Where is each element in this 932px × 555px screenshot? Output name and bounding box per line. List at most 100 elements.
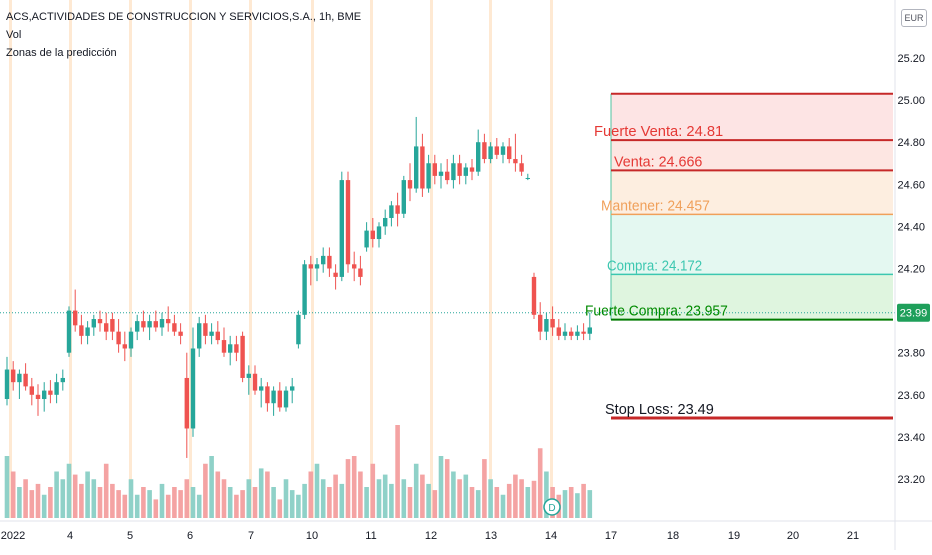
candle-body [190,348,196,429]
candle-body [438,171,444,176]
volume-bar [333,474,338,518]
volume-bar [4,456,10,518]
volume-bar [482,459,487,518]
candle-body [345,180,351,265]
volume-bar [413,463,419,518]
candle [79,314,84,345]
volume-bar [283,479,289,518]
candle-body [97,319,103,324]
candle [240,331,245,383]
volume-bar [209,456,214,518]
candle [23,363,28,391]
candle-body [110,319,115,332]
dividend-marker-circle[interactable] [543,498,561,516]
candle-body [234,344,239,353]
zone-label: Fuerte Compra: 23.957 [585,303,728,320]
candle-body [252,373,258,391]
candle [135,314,140,341]
candle [364,222,369,252]
candle-body [147,321,152,328]
candle [159,312,165,336]
candle-body [451,163,456,181]
candle-body [556,327,561,336]
volume-bar [17,487,22,518]
volume-bar [438,456,444,518]
volume-bar [265,471,270,518]
candle-body [60,377,65,383]
candle-body [135,321,140,332]
volume-bar [271,487,276,518]
volume-bar [296,494,301,518]
candle [445,159,450,185]
volume-bar [79,483,84,518]
volume-bar [525,487,531,518]
volume-bar [389,483,394,518]
candle-body [302,264,307,315]
volume-bar [339,483,345,518]
time-tick-label: 4 [67,530,73,542]
volume-bar [568,487,574,518]
zone-label: Stop Loss: 23.49 [605,401,714,418]
candle-body [85,327,90,336]
candle [116,319,121,353]
candle [122,331,127,362]
zone-label: Venta: 24.666 [614,153,702,170]
candle-body [42,390,47,400]
candle [54,373,59,404]
candle-body [29,386,34,395]
candle-body [271,390,276,404]
candle-body [383,217,388,227]
candles [4,116,592,458]
volume-bar [432,490,438,518]
volume-indicator-label[interactable]: Vol [6,29,22,41]
volume-bar [370,463,376,518]
candle-body [277,390,282,408]
candle [184,352,189,458]
candle-body [166,319,171,324]
candle [482,133,487,164]
currency-badge[interactable]: EUR [901,9,927,27]
prediction-zone-labels: Fuerte Venta: 24.81 Venta: 24.666 Mantener… [585,123,728,418]
candle-body [569,331,574,336]
candle [327,247,332,277]
session-separator [370,0,373,518]
zone-band [611,214,893,275]
volume-bar [444,459,450,518]
session-separators [9,0,553,518]
candle-body [308,264,313,269]
candle [469,159,475,181]
candle-body [259,386,264,391]
volume-bar [72,474,78,518]
prediction-indicator-label[interactable]: Zonas de la predicción [6,47,117,59]
dividend-marker: D [543,498,561,516]
candle-body [395,205,400,214]
candle [544,312,549,341]
volume-bar [234,494,239,518]
volume-bar [122,494,128,518]
time-tick-label: 12 [425,530,437,542]
candle-body [11,369,16,383]
candle [42,382,47,412]
candle [141,310,146,332]
candle-body [314,264,320,269]
candle-body [296,314,301,345]
volume-bar [147,490,152,518]
volume-bar [10,471,16,518]
volume-bar [351,456,357,518]
volume-bar [48,487,53,518]
candle-body [159,319,165,328]
volume-bar [500,494,506,518]
candle-body [531,276,537,315]
candle [104,312,109,341]
volume-bar [401,479,407,518]
dividend-marker-label: D [548,503,555,514]
volume-bar [513,474,518,518]
candle-body [209,331,214,336]
time-tick-label: 6 [187,530,193,542]
candle-body [414,146,419,189]
candle [420,133,425,197]
candle [147,314,152,341]
candle [538,302,543,341]
